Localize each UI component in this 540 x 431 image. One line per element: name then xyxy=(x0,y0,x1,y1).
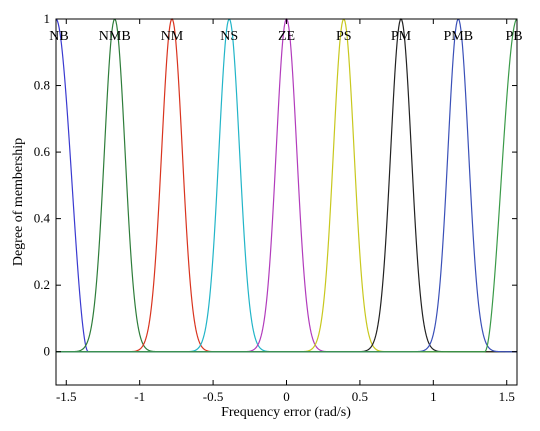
series-label-nb: NB xyxy=(49,29,68,44)
series-label-ze: ZE xyxy=(278,29,295,44)
x-tick-label: 1 xyxy=(430,389,437,404)
x-tick-label: 1.5 xyxy=(499,389,515,404)
x-axis-ticks: -1.5 -1 -0.5 0 0.5 1 1.5 xyxy=(56,19,515,404)
x-tick-label: -0.5 xyxy=(203,389,224,404)
x-tick-label: 0 xyxy=(283,389,290,404)
x-tick-label: -1 xyxy=(134,389,145,404)
y-tick-label: 0.2 xyxy=(34,277,50,292)
series-line-pb xyxy=(56,18,518,353)
x-tick-label: -1.5 xyxy=(56,389,77,404)
series-label-pm: PM xyxy=(391,29,412,44)
series-label-pmb: PMB xyxy=(443,29,473,44)
series-label-layer: NB NMB NM NS ZE PS PM PMB PB xyxy=(49,29,522,44)
series-label-ns: NS xyxy=(220,29,238,44)
y-axis-ticks: 0 0.2 0.4 0.6 0.8 1 xyxy=(34,11,517,359)
y-tick-label: 0 xyxy=(44,344,51,359)
y-tick-label: 0.4 xyxy=(34,211,51,226)
y-tick-label: 1 xyxy=(44,11,51,26)
x-axis-title: Frequency error (rad/s) xyxy=(221,405,351,420)
series-label-nmb: NMB xyxy=(99,29,131,44)
x-tick-label: 0.5 xyxy=(352,389,368,404)
y-tick-label: 0.8 xyxy=(34,78,50,93)
y-axis-title: Degree of membership xyxy=(11,138,26,266)
y-tick-label: 0.6 xyxy=(34,144,51,159)
series-label-nm: NM xyxy=(161,29,184,44)
series-label-pb: PB xyxy=(505,29,522,44)
series-label-ps: PS xyxy=(336,29,352,44)
